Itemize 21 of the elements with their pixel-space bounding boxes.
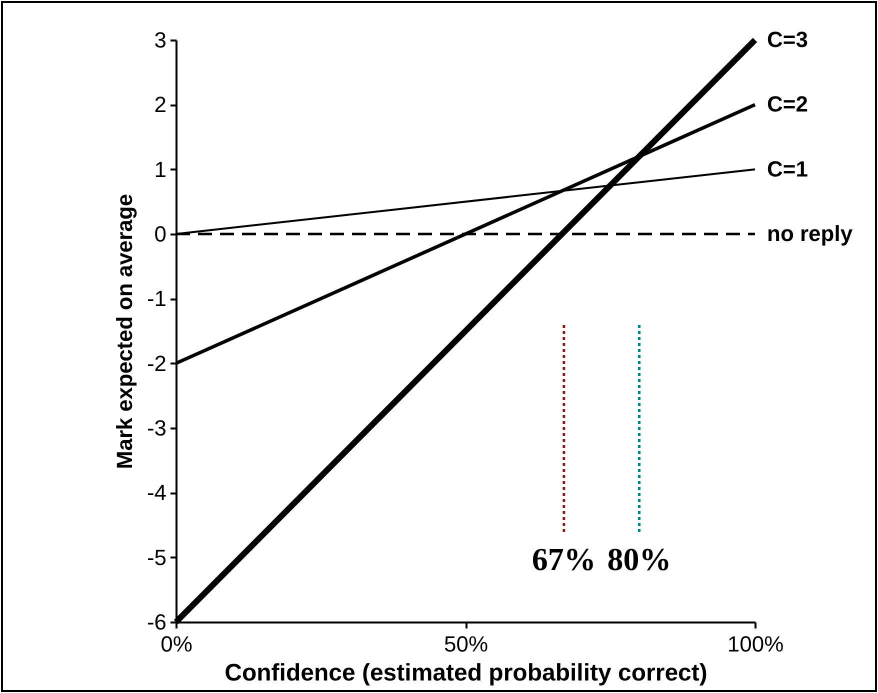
y-tick-label: -6 — [146, 610, 166, 634]
y-axis-title: Mark expected on average — [112, 194, 137, 470]
x-tick-label: 100% — [727, 632, 784, 656]
series-label: C=3 — [767, 27, 808, 52]
y-tick-label: -3 — [146, 416, 166, 440]
ref-line-label: 67% — [532, 541, 596, 577]
ref-line-label: 80% — [607, 541, 672, 577]
y-tick-label: 0 — [154, 222, 166, 246]
y-tick-label: 2 — [154, 92, 166, 118]
y-tick-label: -5 — [146, 544, 166, 570]
x-axis-title: Confidence (estimated probability correct) — [224, 660, 708, 686]
y-tick-label: -1 — [146, 286, 166, 312]
series-label: C=1 — [767, 156, 808, 182]
y-tick-label: -4 — [146, 480, 166, 506]
y-tick-label: -2 — [146, 350, 166, 376]
series-label: no reply — [767, 221, 854, 246]
y-tick-label: 1 — [154, 156, 166, 182]
x-tick-label: 50% — [444, 632, 488, 656]
x-tick-label: 0% — [160, 632, 192, 656]
series-label: C=2 — [767, 92, 808, 117]
y-tick-label: 3 — [154, 28, 166, 52]
